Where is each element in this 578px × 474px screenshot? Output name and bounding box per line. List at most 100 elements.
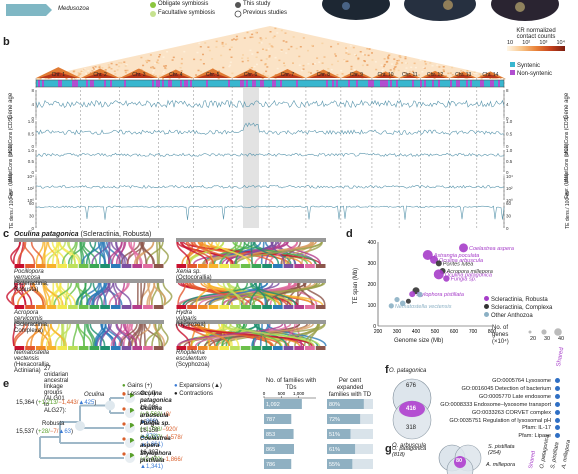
- hic-speckle: [393, 58, 395, 60]
- synteny-segment: [450, 80, 452, 87]
- go-term-text: GO:0033263 CORVET complex: [472, 410, 551, 416]
- hic-speckle: [405, 58, 407, 60]
- hic-speckle: [501, 78, 503, 80]
- venn-g-c-label: A. millepora: [486, 462, 515, 468]
- go-term-row: GO:0005770 Late endosome: [440, 394, 560, 402]
- synteny-segment: [490, 80, 492, 87]
- hic-speckle: [414, 63, 416, 65]
- hic-speckle: [384, 64, 386, 66]
- synteny-segment: [484, 80, 486, 87]
- synteny-segment: [412, 80, 414, 87]
- percent-bar-label: 72%: [329, 417, 340, 423]
- synteny-segment: [502, 80, 504, 87]
- synteny-segment: [448, 80, 450, 87]
- track-tick: 0: [506, 226, 509, 231]
- synteny-legend-nonsyntenic: Non-syntenic: [510, 70, 552, 78]
- scatter-point-label: Porites lutea: [443, 261, 474, 267]
- hic-speckle: [418, 74, 420, 76]
- colorbar-gradient: [507, 46, 565, 51]
- size-legend: No. of genes (×10⁴): [492, 325, 524, 346]
- synteny-segment: [454, 80, 456, 87]
- go-term-text: Pfam: IL-17: [522, 425, 551, 431]
- go-term-row: GO:0033263 CORVET complex: [440, 410, 560, 418]
- synteny-segment: [382, 80, 384, 87]
- venn-f-value-bottom: 318: [406, 425, 416, 431]
- synteny-segment: [390, 80, 392, 87]
- go-term-dot: [555, 433, 560, 438]
- synteny-segment: [414, 80, 416, 87]
- synteny-segment: [432, 80, 434, 87]
- synteny-segment: [404, 80, 406, 87]
- size-legend-circle: [541, 329, 546, 334]
- scatter-point: [436, 260, 442, 266]
- hic-speckle: [393, 68, 395, 70]
- hic-speckle: [423, 67, 425, 69]
- synteny-segment: [384, 80, 386, 87]
- scatter-point: [417, 292, 423, 298]
- scatter-point: [434, 269, 444, 279]
- synteny-segment: [396, 80, 398, 87]
- scatter-point: [409, 291, 415, 297]
- hic-speckle: [447, 73, 449, 75]
- synteny-segment: [426, 80, 428, 87]
- synteny-segment: [398, 80, 400, 87]
- hic-speckle: [393, 69, 395, 71]
- synteny-segment: [494, 80, 496, 87]
- synteny-segment: [388, 80, 390, 87]
- synteny-segment: [438, 80, 440, 87]
- go-term-text: GO:0005770 Late endosome: [479, 394, 551, 400]
- scatter-xlabel: Genome size (Mb): [394, 338, 443, 344]
- synteny-legend: Syntenic Non-syntenic: [510, 62, 552, 78]
- panel-g-col-label: S. pistillata: [550, 442, 561, 469]
- track-tick: 60: [506, 201, 512, 206]
- hic-speckle: [452, 74, 454, 76]
- scatter-point: [459, 243, 468, 252]
- venn-g-b-label: S. pistillata (254): [488, 444, 522, 456]
- families-bar-label: 865: [266, 447, 275, 453]
- synteny-segment: [430, 80, 432, 87]
- synteny-segment: [408, 80, 410, 87]
- synteny-segment: [470, 80, 472, 87]
- legend-complexa: Scleractinia, Complexa: [484, 304, 552, 312]
- families-bar-label: 787: [266, 417, 275, 423]
- hic-speckle: [399, 55, 401, 57]
- scatter-x-tick: 400: [412, 329, 421, 335]
- synteny-segment: [434, 80, 436, 87]
- hic-speckle: [387, 56, 389, 58]
- bar-axis-tick-label: 1,000: [293, 391, 305, 396]
- hic-speckle: [405, 62, 407, 64]
- synteny-segment: [442, 80, 444, 87]
- synteny-segment: [478, 80, 480, 87]
- chr-label: Chr. 14: [482, 72, 498, 78]
- synteny-legend-syntenic: Syntenic: [510, 62, 552, 70]
- hic-speckle: [473, 73, 475, 75]
- track-tick: 1.0: [506, 119, 513, 124]
- go-term-dot: [555, 386, 560, 391]
- synteny-segment: [446, 80, 448, 87]
- scatter-x-tick: 300: [393, 329, 402, 335]
- hic-speckle: [395, 64, 397, 65]
- hic-speckle: [405, 56, 407, 58]
- synteny-segment: [444, 80, 446, 87]
- go-term-dot: [555, 425, 560, 430]
- scatter-point-label: Stylophora pistillata: [416, 292, 464, 298]
- size-legend-title: No. of genes (×10⁴): [492, 325, 524, 346]
- synteny-segment: [480, 80, 482, 87]
- hic-speckle: [432, 65, 434, 67]
- scatter-x-tick: 700: [469, 329, 478, 335]
- synteny-segment: [476, 80, 478, 87]
- hic-speckle: [451, 67, 453, 69]
- size-legend-value: 20: [530, 336, 536, 342]
- families-bar-label: 786: [266, 462, 275, 468]
- chr-label: Chr. 11: [402, 72, 418, 78]
- scatter-x-tick: 500: [431, 329, 440, 335]
- go-term-dot: [555, 410, 560, 415]
- scatter-point-label: Nematostella vectensis: [395, 304, 452, 310]
- venn-f-value-mid: 416: [406, 406, 416, 412]
- size-legend-value: 40: [558, 336, 564, 342]
- synteny-segment: [462, 80, 464, 87]
- go-term-dot: [555, 402, 560, 407]
- hic-speckle: [425, 63, 427, 64]
- track-tick: 30: [506, 214, 512, 219]
- hic-speckle: [410, 67, 412, 69]
